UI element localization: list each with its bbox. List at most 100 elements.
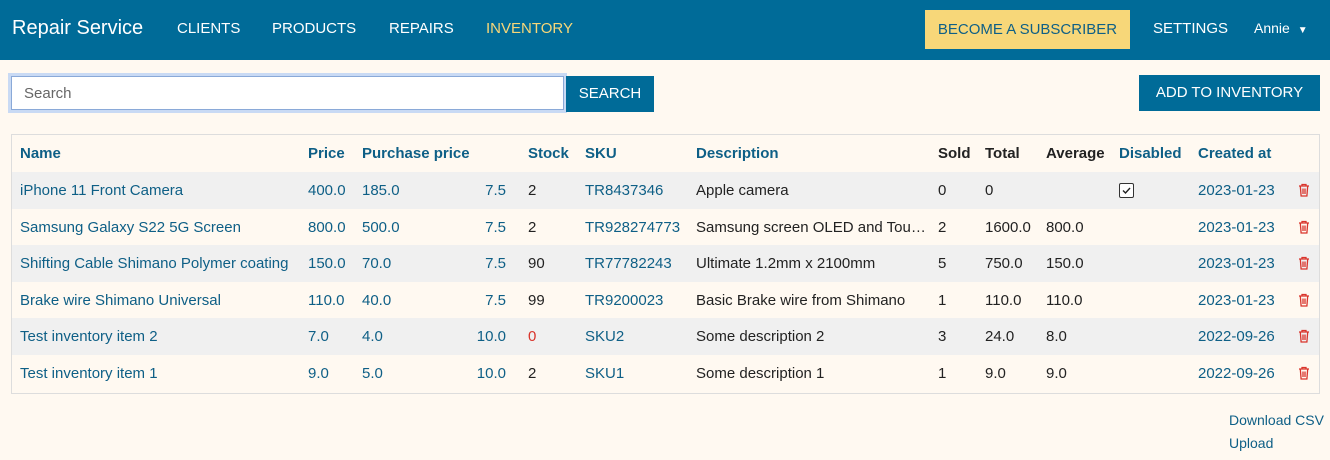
markup-cell: 7.5	[485, 255, 506, 272]
sold-cell: 5	[938, 255, 947, 272]
sku-cell[interactable]: TR77782243	[585, 255, 672, 272]
average-cell: 8.0	[1046, 328, 1067, 345]
sold-cell: 1	[938, 291, 947, 309]
name-cell[interactable]: Samsung Galaxy S22 5G Screen	[20, 218, 241, 236]
column-header: Description	[696, 145, 779, 162]
delete-button[interactable]	[1298, 220, 1310, 238]
row-background	[12, 245, 1319, 282]
name-cell[interactable]: iPhone 11 Front Camera	[20, 182, 184, 199]
user-menu[interactable]: Annie ▼	[1254, 20, 1308, 36]
total-cell: 1600.0	[985, 218, 1031, 236]
trash-icon	[1299, 220, 1309, 234]
user-name: Annie	[1254, 20, 1290, 36]
column-header: Disabled	[1119, 145, 1182, 162]
created-at-cell[interactable]: 2023-01-23	[1198, 255, 1275, 272]
created-at-cell[interactable]: 2023-01-23	[1198, 291, 1275, 309]
settings-link[interactable]: SETTINGS	[1153, 20, 1229, 37]
sku-cell[interactable]: TR8437346	[585, 182, 664, 199]
average-cell: 150.0	[1046, 255, 1084, 272]
stock-cell: 90	[528, 255, 545, 272]
markup-cell: 7.5	[485, 182, 506, 199]
description-cell: Some description 2	[696, 328, 825, 345]
stock-cell: 2	[528, 364, 537, 382]
description-cell: Ultimate 1.2mm x 2100mm	[696, 255, 876, 272]
search-input[interactable]: Search	[11, 76, 564, 110]
purchase-price-cell: 4.0	[362, 328, 383, 345]
column-header: Stock	[528, 145, 569, 162]
sku-cell[interactable]: TR928274773	[585, 218, 681, 236]
delete-button[interactable]	[1298, 183, 1310, 201]
total-cell: 0	[985, 182, 994, 199]
subscribe-button[interactable]: BECOME A SUBSCRIBER	[925, 10, 1130, 49]
nav-link[interactable]: PRODUCTS	[272, 20, 357, 37]
search-button[interactable]: SEARCH	[566, 76, 654, 112]
add-button[interactable]: ADD TO INVENTORY	[1139, 75, 1320, 111]
stock-cell: 2	[528, 182, 537, 199]
delete-button[interactable]	[1298, 366, 1310, 384]
markup-cell: 10.0	[476, 364, 506, 382]
name-cell[interactable]: Brake wire Shimano Universal	[20, 291, 221, 309]
average-cell: 9.0	[1046, 364, 1067, 382]
purchase-price-cell: 5.0	[362, 364, 383, 382]
row-background	[12, 318, 1319, 355]
created-at-cell[interactable]: 2022-09-26	[1198, 364, 1275, 382]
trash-icon	[1299, 366, 1309, 380]
created-at-cell[interactable]: 2023-01-23	[1198, 218, 1275, 236]
average-cell: 110.0	[1046, 291, 1083, 309]
price-cell: 110.0	[308, 291, 345, 309]
name-cell[interactable]: Shifting Cable Shimano Polymer coating	[20, 255, 289, 272]
delete-button[interactable]	[1298, 329, 1310, 347]
column-header: Sold	[938, 145, 971, 162]
column-header: Average	[1046, 145, 1105, 162]
column-header: Name	[20, 145, 61, 162]
price-cell: 9.0	[308, 364, 329, 382]
column-header: Total	[985, 145, 1020, 162]
upload-link[interactable]: Upload	[1229, 435, 1274, 451]
checkbox[interactable]	[1119, 183, 1134, 198]
created-at-cell[interactable]: 2022-09-26	[1198, 328, 1275, 345]
name-cell[interactable]: Test inventory item 1	[20, 364, 158, 382]
delete-button[interactable]	[1298, 256, 1310, 274]
trash-icon	[1299, 256, 1309, 270]
navbar: Repair Service CLIENTS PRODUCTS REPAIRS …	[0, 0, 1330, 60]
caret: ▼	[1297, 25, 1308, 36]
markup-cell: 7.5	[485, 218, 506, 236]
sku-cell[interactable]: SKU2	[585, 328, 625, 345]
purchase-price-cell: 40.0	[362, 291, 392, 309]
trash-icon	[1299, 329, 1309, 343]
price-cell: 7.0	[308, 328, 329, 345]
trash-icon	[1299, 293, 1309, 307]
trash-icon	[1299, 183, 1309, 197]
purchase-price-cell: 500.0	[362, 218, 400, 236]
description-cell: Samsung screen OLED and Tou…	[696, 218, 926, 236]
purchase-price-cell: 70.0	[362, 255, 392, 272]
total-cell: 110.0	[985, 291, 1022, 309]
stock-cell: 99	[528, 291, 545, 309]
sold-cell: 0	[938, 182, 947, 199]
sku-cell[interactable]: SKU1	[585, 364, 625, 382]
name-cell[interactable]: Test inventory item 2	[20, 328, 158, 345]
purchase-price-cell: 185.0	[362, 182, 400, 199]
delete-button[interactable]	[1298, 293, 1310, 311]
total-cell: 24.0	[985, 328, 1015, 345]
sold-cell: 3	[938, 328, 947, 345]
price-cell: 400.0	[308, 182, 346, 199]
check	[1122, 187, 1131, 195]
average-cell: 800.0	[1046, 218, 1084, 236]
nav-link[interactable]: CLIENTS	[177, 20, 241, 37]
download-link[interactable]: Download CSV	[1229, 412, 1324, 428]
nav-link[interactable]: INVENTORY	[486, 20, 573, 37]
created-at-cell[interactable]: 2023-01-23	[1198, 182, 1275, 199]
price-cell: 800.0	[308, 218, 346, 236]
total-cell: 750.0	[985, 255, 1023, 272]
sold-cell: 1	[938, 364, 947, 382]
nav-link[interactable]: REPAIRS	[389, 20, 454, 37]
price-cell: 150.0	[308, 255, 346, 272]
brand[interactable]: Repair Service	[12, 17, 144, 39]
column-header: Purchase price	[362, 145, 470, 162]
column-header: SKU	[585, 145, 617, 162]
sku-cell[interactable]: TR9200023	[585, 291, 664, 309]
sold-cell: 2	[938, 218, 947, 236]
description-cell: Some description 1	[696, 364, 825, 382]
